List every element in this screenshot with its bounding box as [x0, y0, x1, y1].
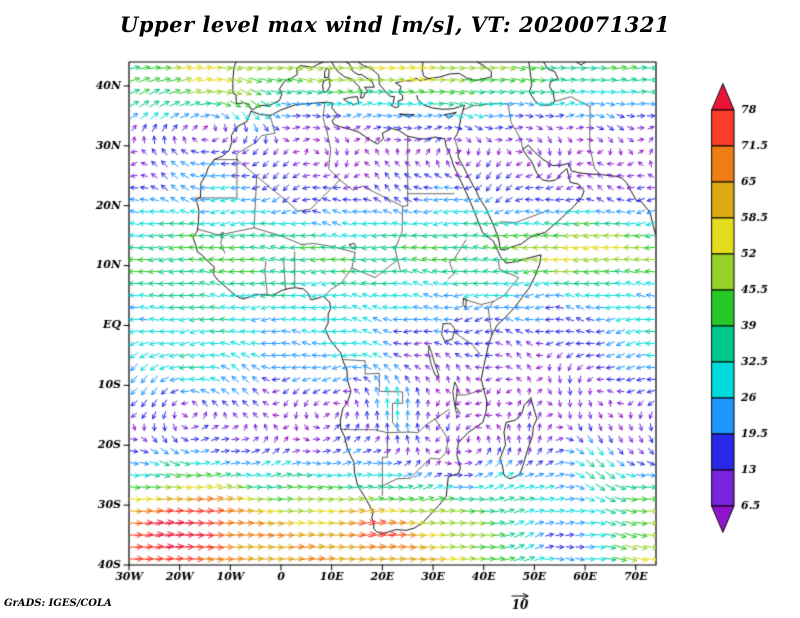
chart-title: Upper level max wind [m/s], VT: 20200713…	[119, 12, 671, 37]
grads-credit: GrADS: IGES/COLA	[4, 598, 112, 609]
